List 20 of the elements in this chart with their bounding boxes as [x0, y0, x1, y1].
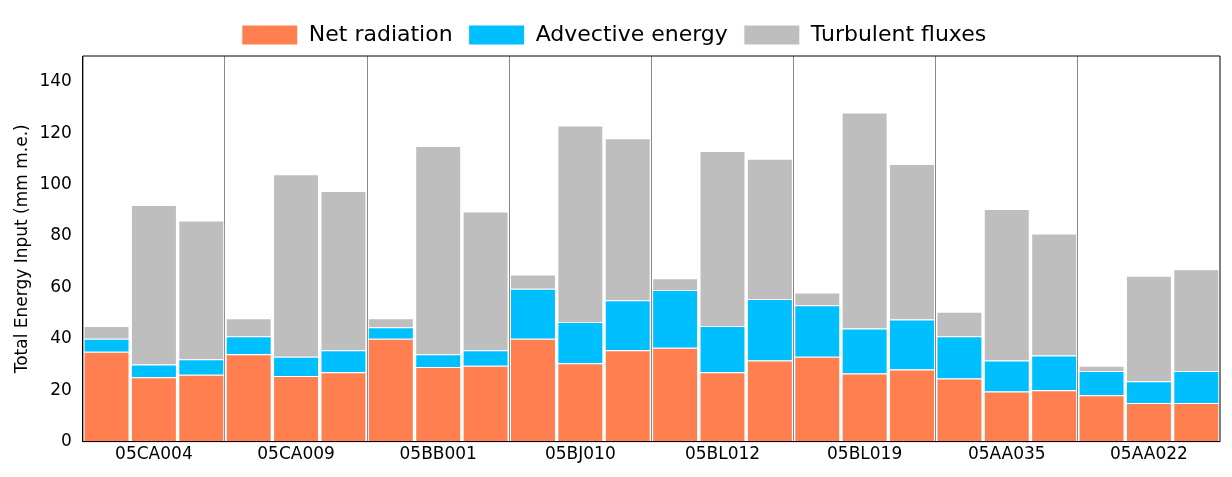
- x-tick-label: 05BL019: [827, 443, 903, 464]
- y-tick-label: 0: [61, 430, 72, 451]
- y-tick-label: 40: [50, 327, 72, 348]
- y-tick-label: 100: [39, 172, 72, 193]
- legend-label: Advective energy: [535, 20, 728, 46]
- legend-label: Net radiation: [308, 20, 453, 46]
- y-tick-label: 140: [39, 70, 72, 91]
- y-tick-label: 20: [50, 378, 72, 399]
- y-axis-title: Total Energy Input (mm m.e.): [10, 124, 31, 375]
- x-tick-label: 05BB001: [399, 443, 477, 464]
- legend-label: Turbulent fluxes: [809, 20, 987, 46]
- y-tick-label: 80: [50, 224, 72, 245]
- x-tick-label: 05CA004: [115, 443, 193, 464]
- y-tick-label: 120: [39, 121, 72, 142]
- y-tick-label: 60: [50, 275, 72, 296]
- x-tick-label: 05BJ010: [544, 443, 616, 464]
- x-tick-label: 05CA009: [257, 443, 335, 464]
- x-tick-label: 05BL012: [684, 443, 761, 464]
- x-tick-label: 05AA022: [1110, 443, 1188, 464]
- x-tick-label: 05AA035: [967, 443, 1046, 464]
